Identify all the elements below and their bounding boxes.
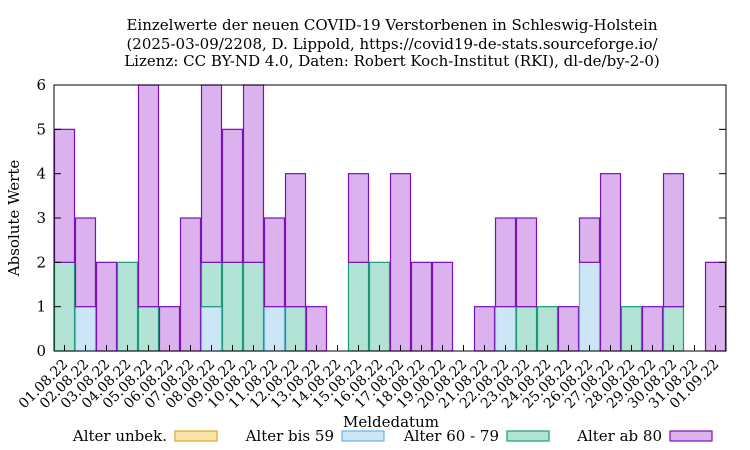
bar-10.08.22-series-2 [242, 261, 265, 352]
bar-15.08.22-series-2 [347, 261, 370, 352]
legend: Alter unbek. Alter bis 59 Alter 60 - 79 Alt… [72, 427, 713, 445]
bar-15.08.22-series-3 [347, 173, 370, 263]
chart-title-line-1: Einzelwerte der neuen COVID-19 Verstorbe… [126, 16, 657, 34]
y-tick-label-0: 0 [36, 342, 46, 360]
bar-07.08.22-series-3 [179, 217, 202, 352]
bar-28.08.22-series-2 [620, 306, 643, 352]
bar-26.08.22-series-3 [578, 217, 601, 263]
y-tick-label-4: 4 [36, 165, 46, 183]
bar-22.08.22-series-3 [494, 217, 517, 308]
x-axis-label: Meldedatum [343, 413, 439, 431]
legend-label-1: Alter bis 59 [245, 427, 334, 445]
plot-area: 012345601.08.2202.08.2203.08.2204.08.220… [16, 76, 727, 412]
y-tick-label-1: 1 [36, 298, 46, 316]
bar-09.08.22-series-2 [221, 261, 244, 352]
bar-11.08.22-series-3 [263, 217, 286, 308]
bar-21.08.22-series-3 [473, 306, 496, 352]
bar-02.08.22-series-3 [74, 217, 97, 308]
y-tick-label-5: 5 [36, 120, 46, 138]
legend-label-2: Alter 60 - 79 [403, 427, 499, 445]
bar-25.08.22-series-3 [557, 306, 580, 352]
legend-swatch-3 [669, 430, 713, 442]
bar-10.08.22-series-3 [242, 84, 265, 263]
bar-12.08.22-series-2 [284, 306, 307, 352]
bar-04.08.22-series-2 [116, 261, 139, 352]
chart-title-line-2: (2025-03-09/2208, D. Lippold, https://co… [126, 35, 658, 53]
legend-swatch-0 [174, 430, 218, 442]
bar-30.08.22-series-2 [662, 306, 685, 352]
bar-23.08.22-series-2 [515, 306, 538, 352]
legend-entry-1: Alter bis 59 [245, 427, 385, 445]
bar-12.08.22-series-3 [284, 173, 307, 308]
bar-26.08.22-series-1 [578, 261, 601, 352]
bar-09.08.22-series-3 [221, 128, 244, 263]
bar-03.08.22-series-3 [95, 261, 118, 352]
bar-27.08.22-series-3 [599, 173, 622, 352]
legend-entry-0: Alter unbek. [72, 427, 218, 445]
y-tick-label-3: 3 [36, 209, 46, 227]
bar-30.08.22-series-3 [662, 173, 685, 308]
bar-19.08.22-series-3 [431, 261, 454, 352]
bar-29.08.22-series-3 [641, 306, 664, 352]
y-tick-label-2: 2 [36, 253, 46, 271]
legend-swatch-1 [341, 430, 385, 442]
bar-13.08.22-series-3 [305, 306, 328, 352]
legend-swatch-2 [506, 430, 550, 442]
bar-08.08.22-series-2 [200, 261, 223, 308]
chart-title-line-3: Lizenz: CC BY-ND 4.0, Daten: Robert Koch… [124, 52, 660, 70]
legend-label-0: Alter unbek. [72, 427, 167, 445]
bar-05.08.22-series-2 [137, 306, 160, 352]
bar-08.08.22-series-1 [200, 306, 223, 352]
bar-05.08.22-series-3 [137, 84, 160, 308]
bar-11.08.22-series-1 [263, 306, 286, 352]
bar-18.08.22-series-3 [410, 261, 433, 352]
y-axis-label: Absolute Werte [5, 160, 23, 278]
chart-title: Einzelwerte der neuen COVID-19 Verstorbe… [124, 16, 660, 70]
bar-06.08.22-series-3 [158, 306, 181, 352]
bar-02.08.22-series-1 [74, 306, 97, 352]
bar-08.08.22-series-3 [200, 84, 223, 263]
bar-01.08.22-series-3 [53, 128, 76, 263]
legend-entry-2: Alter 60 - 79 [403, 427, 550, 445]
legend-label-3: Alter ab 80 [576, 427, 662, 445]
bar-22.08.22-series-1 [494, 306, 517, 352]
bar-23.08.22-series-3 [515, 217, 538, 308]
y-tick-label-6: 6 [36, 76, 46, 94]
legend-entry-3: Alter ab 80 [576, 427, 713, 445]
bar-24.08.22-series-2 [536, 306, 559, 352]
bar-17.08.22-series-3 [389, 173, 412, 352]
bar-16.08.22-series-2 [368, 261, 391, 352]
